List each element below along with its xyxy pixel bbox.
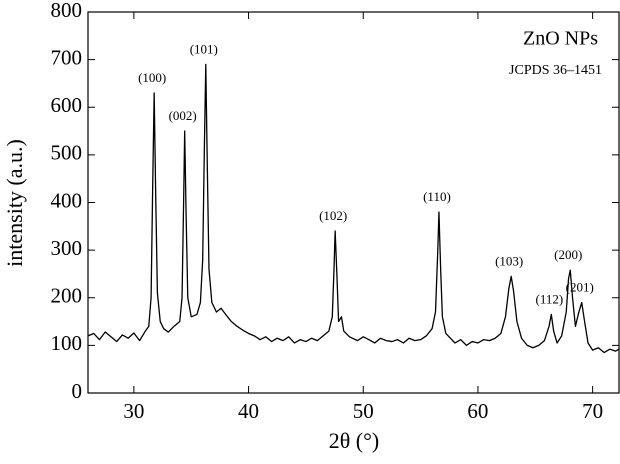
y-tick-label: 100 <box>51 331 83 355</box>
y-tick-label: 600 <box>51 93 83 117</box>
x-tick-label: 70 <box>582 399 603 423</box>
chart-subtitle: JCPDS 36–1451 <box>509 63 602 78</box>
x-tick-label: 50 <box>353 399 374 423</box>
y-tick-label: 500 <box>51 141 83 165</box>
y-tick-label: 200 <box>51 284 83 308</box>
chart-title: ZnO NPs <box>523 28 598 50</box>
peak-label: (200) <box>554 247 582 262</box>
peak-label: (101) <box>190 41 218 56</box>
x-axis-label: 2θ (°) <box>329 428 380 453</box>
peak-label: (002) <box>169 108 197 123</box>
peak-label: (100) <box>138 70 166 85</box>
peak-label: (103) <box>495 253 523 268</box>
x-tick-label: 40 <box>238 399 259 423</box>
peak-label: (110) <box>423 189 451 204</box>
x-tick-label: 30 <box>123 399 144 423</box>
y-tick-label: 300 <box>51 236 83 260</box>
y-tick-label: 0 <box>72 379 83 403</box>
y-tick-label: 400 <box>51 188 83 212</box>
xrd-line <box>87 63 620 354</box>
y-axis-label: intensity (a.u.) <box>2 139 27 267</box>
peak-label: (112) <box>535 291 563 306</box>
x-tick-label: 60 <box>467 399 488 423</box>
y-tick-label: 700 <box>51 45 83 69</box>
y-tick-label: 800 <box>51 0 83 22</box>
peak-label: (102) <box>319 208 347 223</box>
peak-label: (201) <box>566 279 594 294</box>
